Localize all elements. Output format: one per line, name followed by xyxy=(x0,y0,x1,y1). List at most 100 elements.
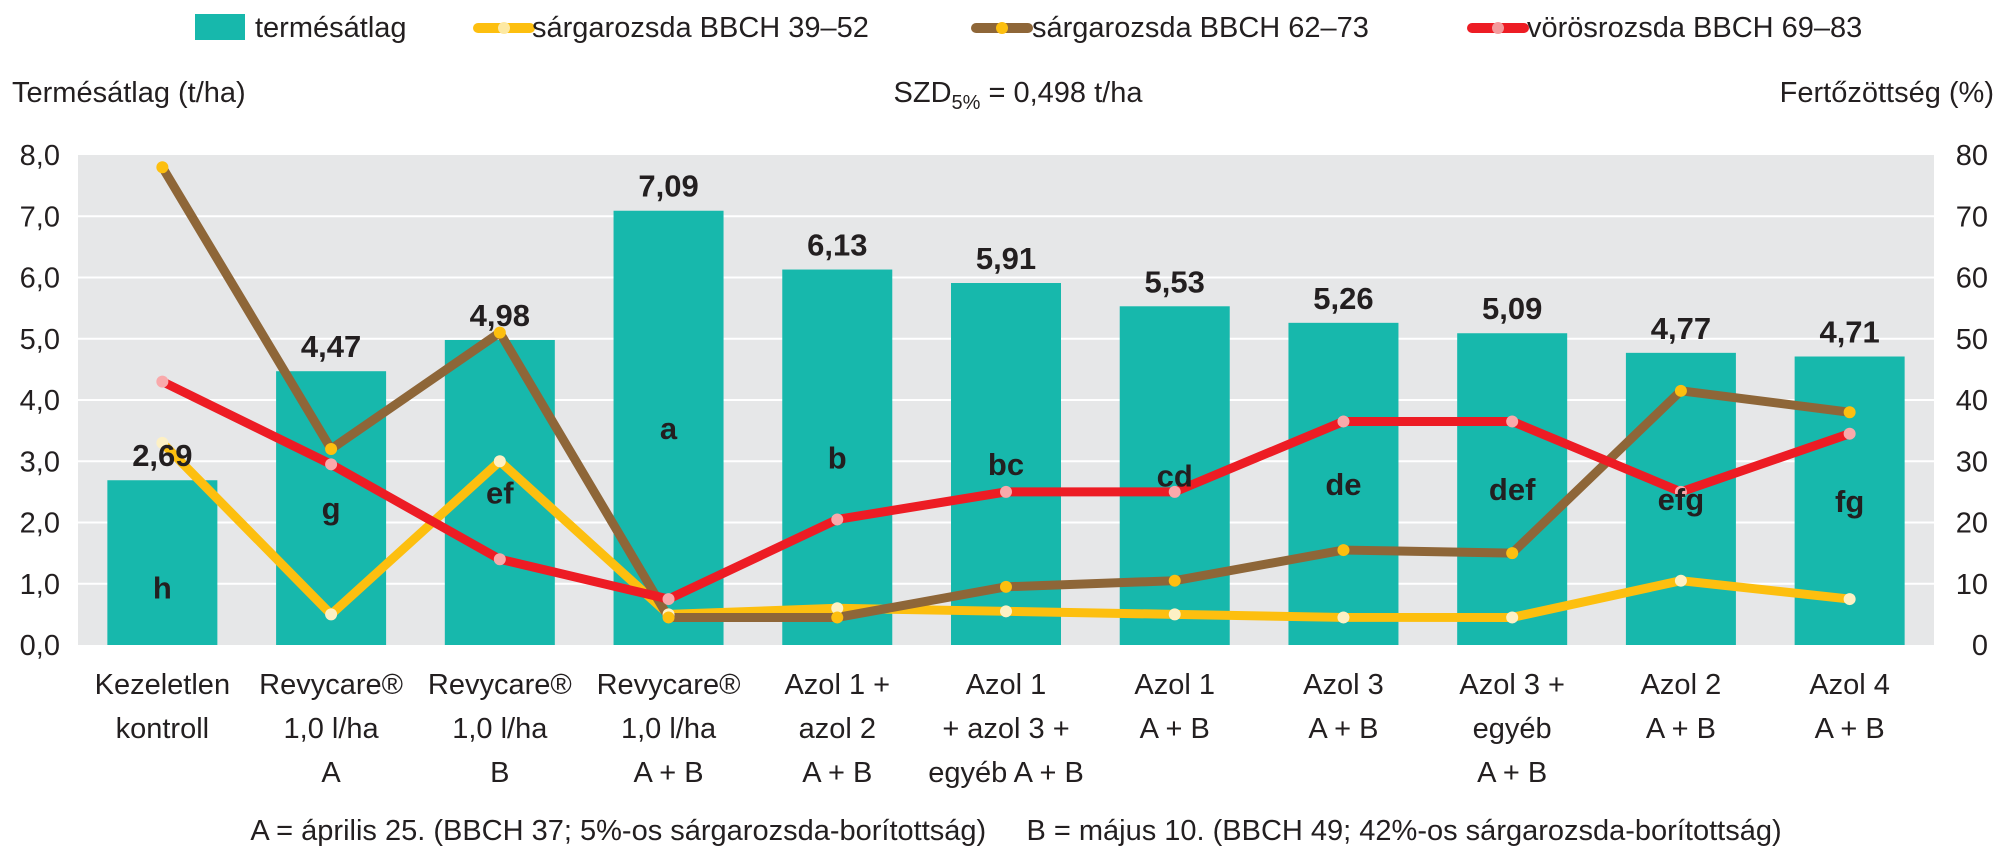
szd-annotation: SZD5% = 0,498 t/ha xyxy=(894,77,1144,114)
y-right-tick-label: 0 xyxy=(1972,630,1988,662)
legend-label-series-2: sárgarozsda BBCH 62–73 xyxy=(1032,12,1369,44)
legend: termésátlag sárgarozsda BBCH 39–52 sárga… xyxy=(195,12,1862,44)
y-left-tick-label: 1,0 xyxy=(20,569,60,601)
series-3-point xyxy=(156,375,169,388)
category-label: Revycare® 1,0 l/ha A xyxy=(259,669,403,789)
category-label-line: Revycare® xyxy=(597,669,741,701)
szd-suffix: = 0,498 t/ha xyxy=(980,77,1143,109)
y-right-tick-label: 60 xyxy=(1956,263,1988,295)
bar-value-label: 5,91 xyxy=(976,241,1036,276)
category-label-line: Revycare® xyxy=(259,669,403,701)
footnote: A = április 25. (BBCH 37; 5%-os sárgaroz… xyxy=(250,815,1781,847)
category-label-line: A + B xyxy=(633,757,703,789)
series-1-point xyxy=(1674,574,1687,587)
y-left-tick-label: 7,0 xyxy=(20,201,60,233)
category-label-line: egyéb xyxy=(1473,713,1552,745)
bar-value-label: 5,26 xyxy=(1313,281,1373,316)
series-3-point xyxy=(493,553,506,566)
series-1-point xyxy=(1843,593,1856,606)
y-right-tick-label: 80 xyxy=(1956,140,1988,172)
category-label-line: kontroll xyxy=(116,713,210,745)
bar-significance-letter: h xyxy=(153,570,172,605)
category-label-line: + azol 3 + xyxy=(942,713,1069,745)
category-label-line: Kezeletlen xyxy=(95,669,230,701)
category-label: Azol 3 + egyéb A + B xyxy=(1459,669,1565,789)
szd-subscript: 5% xyxy=(952,92,981,114)
category-label: Azol 4 A + B xyxy=(1809,669,1890,745)
series-3-point xyxy=(1168,485,1181,498)
bar-value-label: 5,09 xyxy=(1482,291,1542,326)
category-label-line: Azol 3 xyxy=(1303,669,1384,701)
series-2-point xyxy=(662,611,675,624)
series-2-point xyxy=(1168,574,1181,587)
category-label-line: A + B xyxy=(1646,713,1716,745)
bar-value-labels: 2,69 h 4,47 g 4,98 ef 7,09 a 6,13 b 5,91 bc 5,53 cd 5,… xyxy=(132,169,1880,606)
y-axis-left-label: Termésátlag (t/ha) xyxy=(12,77,246,109)
category-label-line: 1,0 l/ha xyxy=(621,713,717,745)
bar-significance-letter: fg xyxy=(1835,484,1864,519)
category-label-line: B xyxy=(490,757,509,789)
series-3-point xyxy=(1506,415,1519,428)
category-label-line: Azol 1 xyxy=(1134,669,1215,701)
bar-significance-letter: de xyxy=(1325,467,1361,502)
category-label: Kezeletlen kontroll xyxy=(95,669,230,745)
bar-significance-letter: efg xyxy=(1658,482,1705,517)
bar-significance-letter: def xyxy=(1489,472,1536,507)
category-label: Azol 3 A + B xyxy=(1303,669,1384,745)
series-2-point xyxy=(1337,544,1350,557)
category-label: Revycare® 1,0 l/ha A + B xyxy=(597,669,741,789)
series-1-point xyxy=(1337,611,1350,624)
bar-significance-letter: g xyxy=(322,491,341,526)
category-label: Azol 1 A + B xyxy=(1134,669,1215,745)
bar-value-label: 4,47 xyxy=(301,329,361,364)
y-left-tick-label: 5,0 xyxy=(20,324,60,356)
bar xyxy=(782,269,893,645)
bar xyxy=(1288,322,1399,645)
legend-item-series-3: vörösrozsda BBCH 69–83 xyxy=(1467,12,1862,44)
series-1-point xyxy=(1506,611,1519,624)
series-1-point xyxy=(493,455,506,468)
category-label-line: Azol 2 xyxy=(1641,669,1722,701)
series-2-point xyxy=(1674,384,1687,397)
legend-item-series-1: sárgarozsda BBCH 39–52 xyxy=(473,12,869,44)
series-3-point xyxy=(1674,485,1687,498)
series-1-point xyxy=(156,436,169,449)
y-left-tick-label: 4,0 xyxy=(20,385,60,417)
bar-value-label: 5,53 xyxy=(1145,264,1205,299)
series-3-point xyxy=(662,593,675,606)
series-3-point xyxy=(325,458,338,471)
bar xyxy=(613,210,724,646)
y-right-tick-label: 50 xyxy=(1956,324,1988,356)
series-2-point xyxy=(1843,406,1856,419)
bar-significance-letter: ef xyxy=(486,475,514,510)
bar xyxy=(1457,333,1568,645)
y-right-tick-label: 70 xyxy=(1956,201,1988,233)
category-label-line: 1,0 l/ha xyxy=(452,713,548,745)
legend-marker-series-1 xyxy=(498,22,510,34)
axis-ticks: 0,0 1,0 2,0 3,0 4,0 5,0 6,0 7,0 8,0 0 10 20 30 40 50 60… xyxy=(20,140,1988,662)
y-axis-right-label: Fertőzöttség (%) xyxy=(1780,77,1994,109)
series-1-point xyxy=(831,602,844,615)
category-label-line: A + B xyxy=(1815,713,1885,745)
bar-significance-letter: b xyxy=(828,440,847,475)
bar xyxy=(1625,352,1736,645)
bar xyxy=(107,480,218,645)
legend-swatch-bars xyxy=(195,14,245,40)
series-1-point xyxy=(1168,608,1181,621)
category-label-line: A + B xyxy=(1140,713,1210,745)
category-label: Azol 2 A + B xyxy=(1641,669,1722,745)
bar-value-label: 7,09 xyxy=(638,169,698,204)
y-right-tick-label: 30 xyxy=(1956,446,1988,478)
bar-value-label: 4,98 xyxy=(470,298,530,333)
category-label-line: A xyxy=(321,757,341,789)
y-left-tick-label: 2,0 xyxy=(20,508,60,540)
series-2-point xyxy=(156,161,169,174)
legend-item-series-2: sárgarozsda BBCH 62–73 xyxy=(971,12,1369,44)
category-label-line: azol 2 xyxy=(799,713,876,745)
bar xyxy=(276,371,387,645)
category-label: Azol 1 + azol 2 A + B xyxy=(784,669,890,789)
series-1-point xyxy=(1000,605,1012,618)
series-markers xyxy=(156,161,1856,624)
series-3-point xyxy=(1843,427,1856,440)
